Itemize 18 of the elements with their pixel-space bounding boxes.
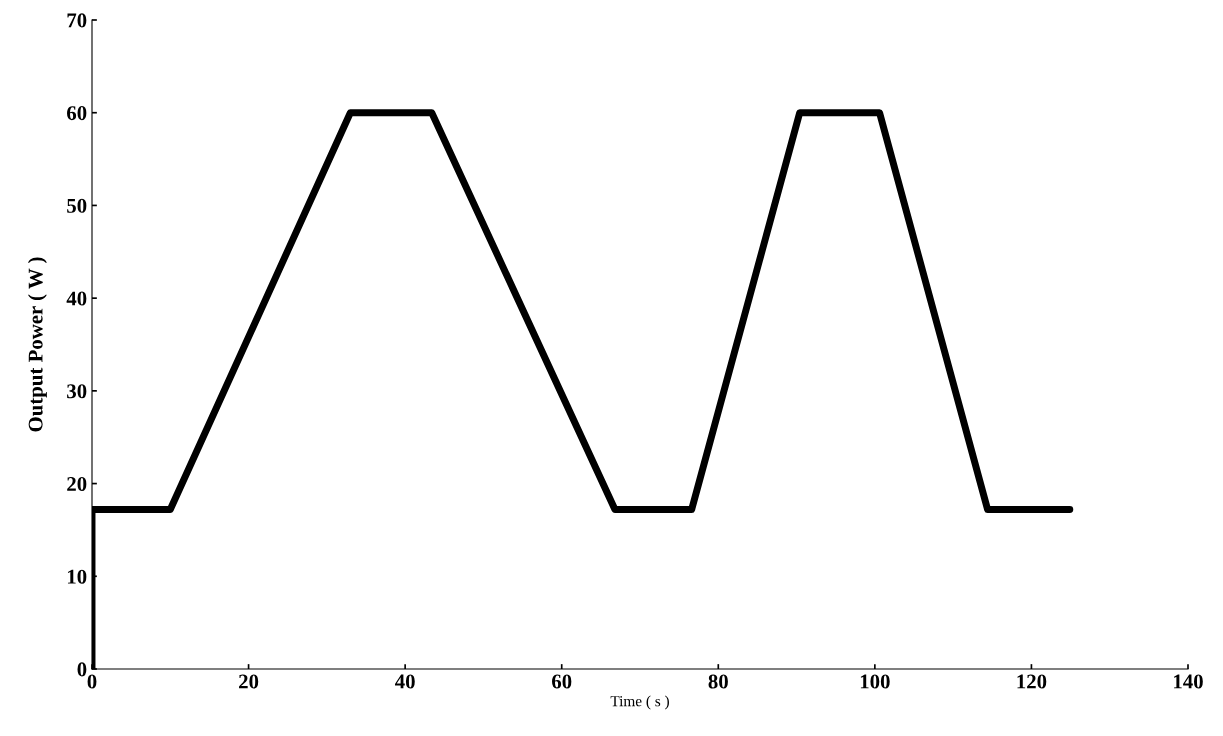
x-tick-label: 100 — [860, 674, 890, 689]
x-tick-label: 20 — [239, 674, 259, 689]
y-tick-label: 10 — [67, 569, 87, 584]
x-tick-label: 80 — [708, 674, 728, 689]
y-tick-label: 0 — [77, 662, 87, 677]
y-tick-label: 60 — [67, 106, 87, 121]
y-tick-label: 50 — [67, 198, 87, 213]
y-tick-label: 70 — [67, 13, 87, 28]
x-tick-label: 120 — [1017, 674, 1047, 689]
x-tick-label: 40 — [395, 674, 415, 689]
x-tick-label: 140 — [1174, 674, 1203, 689]
y-axis-title: Output Power ( W ) — [27, 257, 47, 432]
y-tick-label: 30 — [67, 384, 87, 399]
y-tick-label: 40 — [66, 291, 87, 306]
y-tick-label: 20 — [67, 476, 87, 491]
x-tick-label: 0 — [87, 674, 97, 689]
x-tick-label: 60 — [552, 674, 572, 689]
x-axis-title: Time ( s ) — [610, 695, 669, 710]
